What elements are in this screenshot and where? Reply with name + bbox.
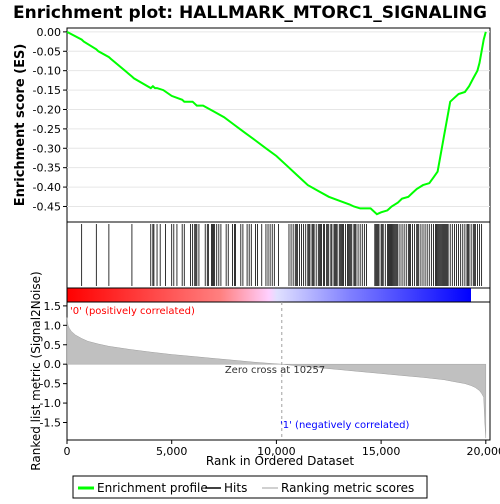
metric-y-axis-label: Ranked list metric (Signal2Noise) <box>29 271 43 470</box>
metric-y-ticks: 1.51.00.50.0-0.5-1.0-1.5 <box>40 300 67 430</box>
legend-metric-label: Ranking metric scores <box>281 481 414 495</box>
es-panel-frame <box>67 28 490 222</box>
positive-correlation-label: '0' (positively correlated) <box>70 306 195 317</box>
metric-y-tick-label: 1.5 <box>44 300 62 313</box>
chart-title: Enrichment plot: HALLMARK_MTORC1_SIGNALI… <box>13 3 487 23</box>
rank-color-bar <box>67 288 471 302</box>
x-tick-label: 15,000 <box>362 445 401 458</box>
legend-hits-label: Hits <box>224 481 247 495</box>
es-y-axis-label: Enrichment score (ES) <box>13 44 28 207</box>
metric-y-tick-label: 0.5 <box>44 339 62 352</box>
es-y-tick-label: -0.25 <box>33 123 61 136</box>
x-tick-label: 20,000 <box>467 445 500 458</box>
es-y-tick-label: -0.10 <box>33 65 61 78</box>
negative-correlation-label: '1' (negatively correlated) <box>280 420 409 431</box>
legend-enrichment-label: Enrichment profile <box>97 481 208 495</box>
x-axis-label: Rank in Ordered Dataset <box>206 454 354 468</box>
es-y-tick-label: -0.15 <box>33 84 61 97</box>
es-y-tick-label: -0.05 <box>33 45 61 58</box>
metric-y-tick-label: 1.0 <box>44 319 62 332</box>
es-y-ticks: 0.00 -0.05 -0.10 -0.15 -0.20 -0.25 -0.30 -0.35 -… <box>33 26 67 214</box>
es-y-tick-label: -0.45 <box>33 200 61 213</box>
es-y-tick-label: -0.20 <box>33 103 61 116</box>
x-tick-label: 0 <box>64 445 71 458</box>
es-y-tick-label: -0.30 <box>33 142 61 155</box>
es-y-tick-label: -0.35 <box>33 162 61 175</box>
es-y-tick-label: -0.40 <box>33 181 61 194</box>
zero-cross-label: Zero cross at 10257 <box>225 365 325 376</box>
x-tick-label: 5,000 <box>156 445 188 458</box>
metric-y-tick-label: 0.0 <box>44 358 62 371</box>
es-y-tick-label: 0.00 <box>37 26 62 39</box>
